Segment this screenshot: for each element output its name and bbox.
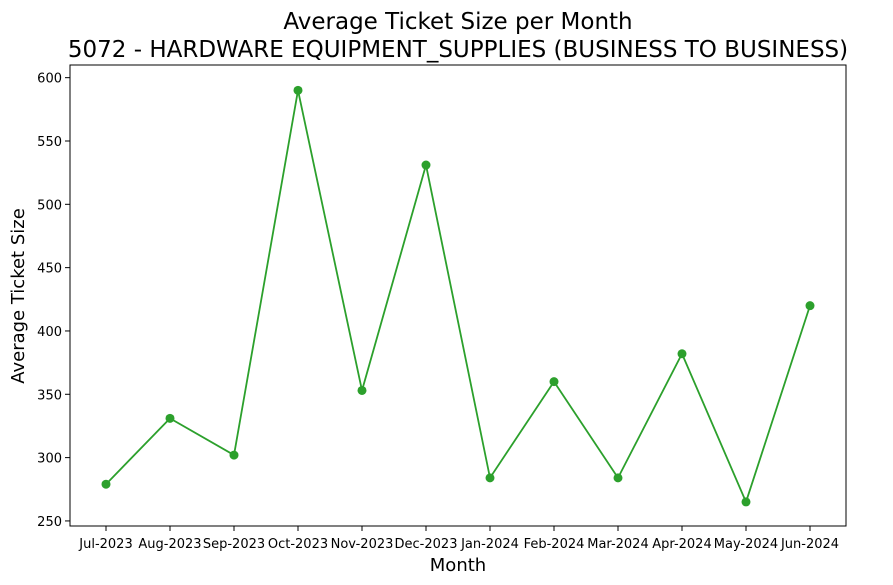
data-point bbox=[677, 349, 687, 359]
x-tick-label: Feb-2024 bbox=[524, 537, 585, 552]
x-axis: Jul-2023 Aug-2023 Sep-2023 Oct-2023 Nov-2023… bbox=[78, 526, 839, 552]
x-axis-label: Month bbox=[430, 555, 486, 576]
y-axis-label: Average Ticket Size bbox=[8, 208, 29, 384]
x-tick-label: May-2024 bbox=[714, 537, 778, 552]
series-line-group bbox=[101, 85, 815, 507]
data-point bbox=[293, 85, 303, 95]
y-tick-label: 250 bbox=[37, 515, 62, 530]
data-point bbox=[165, 413, 175, 423]
y-axis: 250 300 350 400 450 500 550 600 bbox=[37, 72, 70, 530]
data-point bbox=[357, 385, 367, 395]
data-point bbox=[229, 450, 239, 460]
x-tick-label: Dec-2023 bbox=[395, 537, 458, 552]
y-tick-label: 450 bbox=[37, 262, 62, 277]
data-point bbox=[549, 377, 559, 387]
x-tick-label: Nov-2023 bbox=[331, 537, 394, 552]
x-tick-label: Apr-2024 bbox=[652, 537, 711, 552]
chart-subtitle: 5072 - HARDWARE EQUIPMENT_SUPPLIES (BUSI… bbox=[68, 37, 848, 63]
data-point bbox=[741, 497, 751, 507]
data-point bbox=[485, 473, 495, 483]
chart-title: Average Ticket Size per Month bbox=[283, 9, 632, 35]
x-tick-label: Oct-2023 bbox=[268, 537, 328, 552]
x-tick-label: Jun-2024 bbox=[780, 537, 839, 552]
y-tick-label: 300 bbox=[37, 452, 62, 467]
data-point bbox=[421, 160, 431, 170]
x-tick-label: Mar-2024 bbox=[587, 537, 648, 552]
x-tick-label: Sep-2023 bbox=[203, 537, 265, 552]
y-tick-label: 350 bbox=[37, 388, 62, 403]
y-tick-label: 500 bbox=[37, 198, 62, 213]
y-tick-label: 600 bbox=[37, 72, 62, 87]
series-line bbox=[105, 90, 811, 505]
data-point bbox=[101, 479, 111, 489]
y-tick-label: 400 bbox=[37, 325, 62, 340]
x-tick-label: Jan-2024 bbox=[460, 537, 519, 552]
plot-frame bbox=[69, 64, 847, 527]
data-point bbox=[805, 301, 815, 311]
x-tick-label: Jul-2023 bbox=[78, 537, 132, 552]
y-tick-label: 550 bbox=[37, 135, 62, 150]
x-tick-label: Aug-2023 bbox=[138, 537, 201, 552]
data-point bbox=[613, 473, 623, 483]
